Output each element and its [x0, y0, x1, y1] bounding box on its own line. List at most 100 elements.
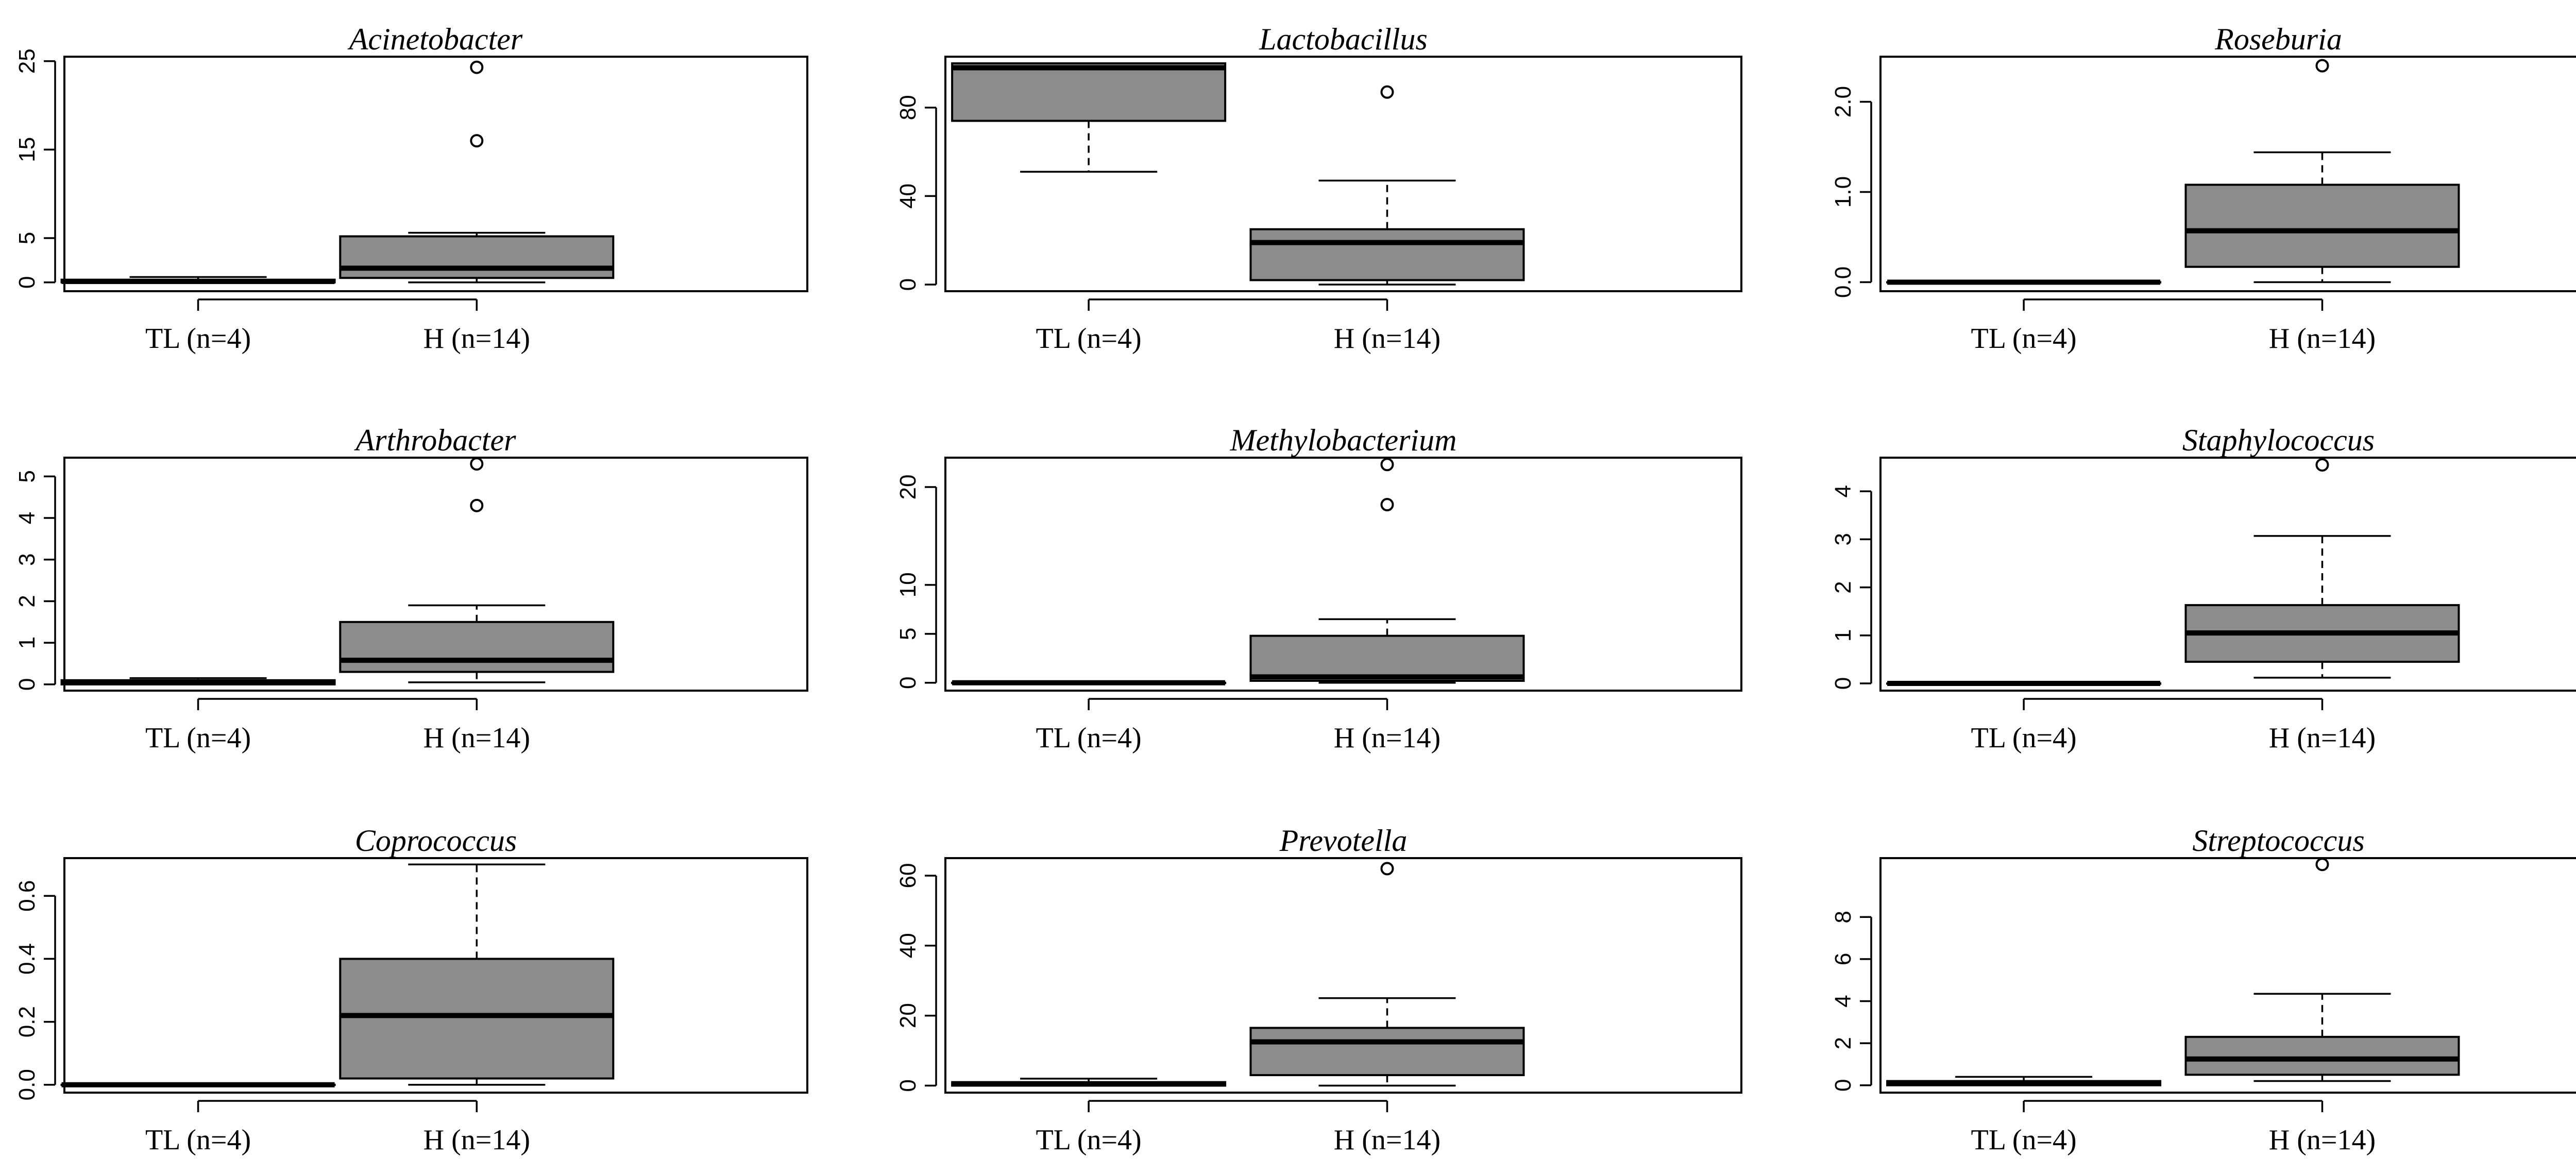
box-iqr [339, 235, 615, 279]
panel-title: Roseburia [2214, 22, 2342, 56]
y-tick-label: 80 [895, 95, 921, 120]
panel-prevotella: Prevotella 0 20 40 60 TL (n=4) H (n=14) [895, 824, 1742, 1156]
panel-title: Prevotella [1279, 824, 1408, 858]
box-iqr [2184, 183, 2460, 268]
y-tick-label: 3 [1831, 533, 1856, 545]
y-tick-label: 0 [895, 677, 921, 689]
outlier-point [470, 457, 484, 471]
y-tick-label: 0.2 [14, 1006, 40, 1037]
y-tick-label: 2 [1831, 581, 1856, 593]
box-tl-n-4 [1886, 1076, 2162, 1086]
y-tick-label: 20 [895, 474, 921, 499]
outlier-point [1380, 458, 1394, 472]
category-label: H (n=14) [423, 323, 530, 355]
y-tick-label: 1 [14, 637, 40, 649]
y-tick-label: 0 [1831, 1079, 1856, 1091]
y-tick-label: 1 [1831, 629, 1856, 642]
y-tick-label: 1.0 [1831, 176, 1856, 208]
y-tick-label: 60 [895, 863, 921, 888]
y-tick-label: 0.4 [14, 943, 40, 975]
outlier-point [1380, 498, 1394, 512]
plot-frame [63, 56, 808, 292]
panel-title: Streptococcus [2192, 824, 2364, 858]
plot-frame [63, 857, 808, 1094]
outlier-point [2315, 59, 2329, 73]
panel-title: Arthrobacter [353, 423, 516, 457]
box-h-n-14 [339, 457, 615, 683]
panel-methylobacterium: Methylobacterium 0 5 10 20 TL (n=4) H (n=14) [895, 423, 1742, 754]
box-h-n-14 [2184, 59, 2460, 283]
category-label: TL (n=4) [1036, 323, 1141, 355]
y-tick-label: 15 [14, 137, 40, 162]
category-label: TL (n=4) [1971, 323, 2076, 355]
category-label: H (n=14) [423, 1124, 530, 1156]
category-label: H (n=14) [1334, 722, 1440, 754]
category-label: TL (n=4) [145, 722, 251, 754]
box-h-n-14 [339, 60, 615, 283]
y-tick-label: 4 [14, 512, 40, 524]
y-tick-label: 40 [895, 933, 921, 958]
box-tl-n-4 [1886, 279, 2162, 285]
y-tick-label: 3 [14, 554, 40, 566]
panel-lactobacillus: Lactobacillus 0 40 80 TL (n=4) H (n=14) [895, 22, 1742, 355]
panel-acinetobacter: Acinetobacter 0 5 15 25 TL (n=4) H (n=14) [14, 22, 808, 355]
y-tick-label: 0 [895, 1079, 921, 1092]
outlier-point [470, 134, 484, 148]
box-h-n-14 [1249, 458, 1525, 684]
box-iqr [2184, 1035, 2460, 1076]
plot-frame [944, 857, 1742, 1094]
panel-title: Lactobacillus [1259, 22, 1428, 56]
panel-arthrobacter: Arthrobacter 0 1 2 3 4 5 TL (n=4) H (n=14) [14, 423, 808, 754]
box-iqr [339, 958, 615, 1080]
y-tick-label: 5 [895, 628, 921, 640]
y-tick-label: 0 [895, 278, 921, 291]
box-h-n-14 [1249, 85, 1525, 286]
y-tick-label: 0 [1831, 677, 1856, 690]
y-tick-label: 5 [14, 232, 40, 244]
y-tick-label: 0.0 [1831, 266, 1856, 298]
box-h-n-14 [2184, 458, 2460, 679]
box-tl-n-4 [951, 62, 1227, 173]
box-iqr [1249, 634, 1525, 682]
box-h-n-14 [1249, 862, 1525, 1087]
category-label: H (n=14) [1334, 323, 1440, 355]
box-iqr [1249, 228, 1525, 281]
category-label: TL (n=4) [1036, 1124, 1141, 1156]
category-label: TL (n=4) [145, 1124, 251, 1156]
y-tick-label: 4 [1831, 995, 1856, 1007]
outlier-point [470, 60, 484, 74]
panel-staphylococcus: Staphylococcus 0 1 2 3 4 TL (n=4) H (n=14) [1831, 423, 2576, 754]
y-tick-label: 2 [1831, 1037, 1856, 1049]
plot-frame [1879, 857, 2576, 1094]
y-tick-label: 4 [1831, 485, 1856, 497]
box-tl-n-4 [951, 1078, 1227, 1087]
y-tick-label: 2.0 [1831, 86, 1856, 118]
box-h-n-14 [339, 863, 615, 1086]
box-tl-n-4 [60, 276, 336, 284]
panel-title: Coprococcus [355, 824, 517, 858]
plot-frame [1879, 457, 2576, 692]
plot-frame [63, 457, 808, 692]
category-label: TL (n=4) [1036, 722, 1141, 754]
panel-title: Methylobacterium [1230, 423, 1457, 457]
box-iqr [1249, 1027, 1525, 1077]
y-tick-label: 10 [895, 572, 921, 597]
box-tl-n-4 [1886, 681, 2162, 687]
box-tl-n-4 [60, 677, 336, 685]
y-tick-label: 8 [1831, 911, 1856, 923]
outlier-point [1380, 862, 1394, 876]
outlier-point [2315, 858, 2329, 872]
box-h-n-14 [2184, 858, 2460, 1082]
y-tick-label: 6 [1831, 953, 1856, 965]
outlier-point [1380, 85, 1394, 99]
y-tick-label: 0.0 [14, 1069, 40, 1100]
outlier-point [470, 498, 484, 512]
category-label: TL (n=4) [1971, 722, 2076, 754]
panel-coprococcus: Coprococcus 0.0 0.2 0.4 0.6 TL (n=4) H (n=14) [14, 824, 808, 1156]
y-tick-label: 0 [14, 276, 40, 289]
y-tick-label: 40 [895, 183, 921, 209]
y-tick-label: 20 [895, 1003, 921, 1028]
category-label: H (n=14) [2269, 722, 2376, 754]
y-tick-label: 2 [14, 595, 40, 607]
